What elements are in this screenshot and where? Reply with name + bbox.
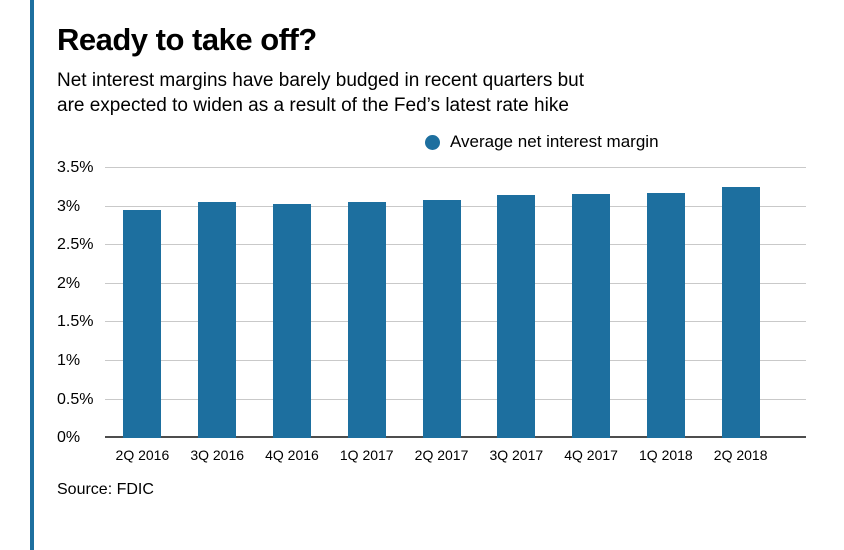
x-tick-label: 2Q 2017 bbox=[414, 447, 469, 464]
bar-3q-2016 bbox=[198, 202, 237, 439]
bar-2q-2018 bbox=[721, 186, 760, 439]
plot-wrapper: 2Q 2016 3Q 2016 4Q 2016 1Q 2017 2Q 2017 3Q 20… bbox=[105, 167, 806, 463]
gridline bbox=[105, 167, 806, 169]
bar-2q-2016 bbox=[123, 209, 162, 439]
x-tick-label: 3Q 2016 bbox=[190, 447, 245, 464]
bar-column bbox=[105, 168, 180, 439]
plot-area bbox=[105, 167, 806, 439]
chart-subtitle-line-1: Net interest margins have barely budged … bbox=[57, 70, 585, 91]
y-tick-label: 3% bbox=[57, 197, 81, 215]
x-tick-label: 4Q 2016 bbox=[265, 447, 319, 464]
x-tick-label: 4Q 2017 bbox=[564, 447, 618, 464]
chart-subtitle-line-2: are expected to widen as a result of the… bbox=[57, 95, 569, 117]
x-tick-label: 1Q 2017 bbox=[339, 447, 394, 464]
chart-content: Ready to take off? Net interest margins … bbox=[57, 22, 806, 499]
bar-column bbox=[703, 168, 778, 439]
y-tick-label: 3.5% bbox=[57, 159, 94, 177]
bar-column bbox=[180, 168, 255, 439]
bar-column bbox=[404, 168, 479, 439]
source-note: Source: FDIC bbox=[57, 481, 154, 499]
legend-marker-icon bbox=[425, 134, 440, 150]
legend: Average net interest margin bbox=[425, 132, 806, 152]
x-tick-label: 1Q 2018 bbox=[639, 447, 693, 464]
legend-label: Average net interest margin bbox=[450, 132, 659, 152]
x-tick-label: 2Q 2018 bbox=[713, 447, 768, 464]
y-tick-label: 0.5% bbox=[57, 390, 94, 408]
bar-2q-2017 bbox=[422, 199, 461, 439]
chart-subtitle: Net interest margins have barely budged … bbox=[57, 68, 806, 118]
bar-1q-2018 bbox=[646, 192, 685, 439]
bar-3q-2017 bbox=[497, 195, 536, 439]
bar-1q-2017 bbox=[347, 202, 386, 439]
bars-container bbox=[105, 168, 806, 439]
bar-column bbox=[479, 168, 554, 439]
y-tick-label: 1% bbox=[57, 352, 81, 370]
bar-column bbox=[329, 168, 404, 439]
bar-4q-2017 bbox=[572, 193, 611, 439]
bar-column bbox=[628, 168, 703, 439]
y-tick-label: 2.5% bbox=[57, 236, 94, 254]
y-tick-label: 2% bbox=[57, 274, 81, 292]
chart-title: Ready to take off? bbox=[57, 22, 317, 57]
y-axis-labels: 0% 0.5% 1% 1.5% 2% 2.5% 3% 3.5% bbox=[57, 159, 105, 446]
y-tick-label: 0% bbox=[57, 429, 81, 447]
bar-column bbox=[255, 168, 330, 439]
bar-column bbox=[554, 168, 629, 439]
y-tick-label: 1.5% bbox=[57, 313, 94, 331]
x-tick-label: 2Q 2016 bbox=[115, 447, 170, 464]
bar-4q-2016 bbox=[272, 203, 311, 439]
x-axis-labels: 2Q 2016 3Q 2016 4Q 2016 1Q 2017 2Q 2017 3Q 20… bbox=[105, 447, 806, 463]
left-accent-bar bbox=[30, 0, 34, 550]
bar-chart: 0% 0.5% 1% 1.5% 2% 2.5% 3% 3.5% 2Q 2016 3Q 2016 4… bbox=[57, 159, 806, 463]
x-tick-label: 3Q 2017 bbox=[489, 447, 544, 464]
